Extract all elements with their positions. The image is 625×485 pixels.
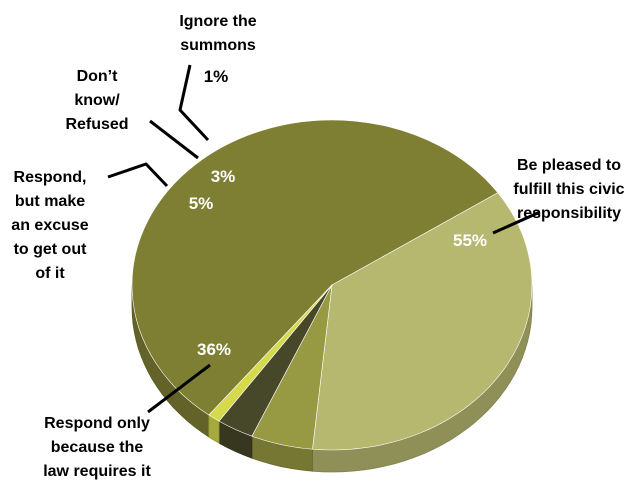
data-label-5: 1% (204, 67, 229, 86)
data-label-4: 3% (211, 167, 236, 186)
slice-label-3: Respond, but make an excuse to get out of it (11, 169, 88, 282)
pie-slice-5 (208, 284, 333, 422)
pie-side-walls (131, 284, 533, 473)
leader-line-3 (107, 162, 169, 188)
slice-label-1: Be pleased to fulfill this civic responsib… (513, 157, 624, 222)
leader-line-4 (149, 119, 199, 160)
data-label-3: 5% (189, 194, 214, 213)
data-label-1: 55% (453, 231, 487, 250)
leader-line-2 (147, 363, 211, 414)
slice-label-2: Respond only because the law requires it (43, 415, 151, 480)
pie-slice-1 (131, 119, 499, 416)
data-label-2: 36% (197, 340, 231, 359)
slice-label-4: Don’t know/Refused (65, 68, 128, 133)
pie-slice-2 (312, 192, 533, 451)
leader-line-1 (492, 210, 541, 235)
leader-line-5 (178, 64, 210, 142)
slice-label-5: Ignore the summons (179, 13, 256, 54)
